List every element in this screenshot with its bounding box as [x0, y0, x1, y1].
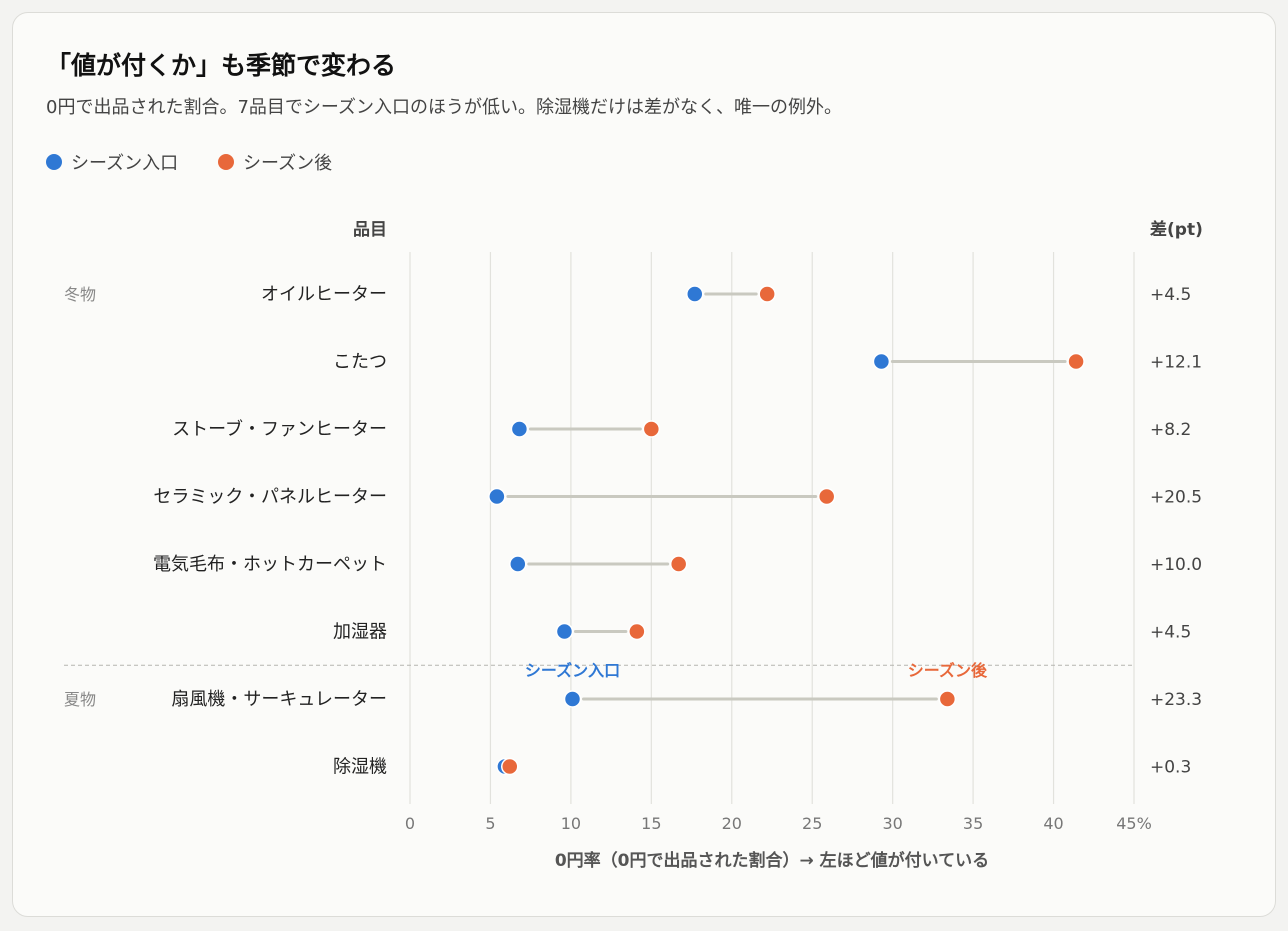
x-tick-label: 5 [485, 814, 495, 833]
chart-title: 「値が付くか」も季節で変わる [46, 51, 397, 80]
after-point [938, 690, 957, 708]
x-tick-label: 25 [802, 814, 822, 833]
item-column-header: 品目 [353, 220, 387, 240]
data-row [488, 487, 836, 506]
entry-point [488, 487, 506, 506]
after-point [758, 285, 776, 303]
diff-value: +10.0 [1150, 555, 1202, 575]
after-point [669, 555, 688, 573]
x-tick-label: 35 [963, 814, 983, 833]
legend-entry-marker [46, 154, 62, 170]
entry-point [563, 690, 582, 708]
after-point [1067, 352, 1085, 371]
x-tick-label: 45% [1116, 814, 1152, 833]
data-row [509, 555, 688, 573]
annotation-entry: シーズン入口 [525, 661, 620, 680]
data-row [686, 285, 776, 303]
legend-entry-label: シーズン入口 [71, 153, 179, 174]
gridlines [409, 252, 1135, 804]
group-label: 夏物 [64, 690, 96, 709]
data-row [510, 420, 661, 438]
group-label: 冬物 [64, 285, 96, 304]
data-row [872, 352, 1085, 371]
row-label: 加湿器 [333, 622, 387, 643]
row-label: 除湿機 [333, 757, 387, 778]
row-label: オイルヒーター [261, 284, 387, 305]
after-point [501, 757, 519, 776]
entry-point [872, 352, 891, 371]
diff-value: +23.3 [1150, 690, 1202, 710]
entry-point [509, 555, 527, 573]
x-tick-label: 15 [641, 814, 661, 833]
diff-value: +20.5 [1150, 488, 1202, 508]
diff-value: +8.2 [1150, 420, 1191, 440]
data-row [496, 757, 519, 776]
x-tick-label: 40 [1043, 814, 1063, 833]
annotation-after: シーズン後 [908, 661, 988, 680]
legend-after-marker [218, 154, 234, 170]
data-row [563, 690, 957, 708]
after-point [642, 420, 661, 438]
entry-point [510, 420, 529, 438]
chart-subtitle: 0円で出品された割合。7品目でシーズン入口のほうが低い。除湿機だけは差がなく、唯… [46, 97, 842, 118]
diff-value: +4.5 [1150, 285, 1191, 305]
entry-point [555, 622, 574, 641]
data-row [555, 622, 646, 641]
diff-value: +12.1 [1150, 353, 1202, 373]
x-axis-title: 0円率（0円で出品された割合）→ 左ほど値が付いている [555, 850, 989, 871]
x-tick-label: 30 [882, 814, 902, 833]
after-point [628, 622, 646, 641]
x-tick-label: 10 [561, 814, 581, 833]
row-label: 電気毛布・ホットカーペット [153, 554, 387, 575]
x-tick-label: 20 [722, 814, 742, 833]
diff-column-header: 差(pt) [1150, 219, 1203, 240]
row-label: ストーブ・ファンヒーター [172, 418, 387, 440]
x-tick-label: 0 [405, 814, 415, 833]
row-label: こたつ [333, 352, 387, 373]
after-point [817, 487, 836, 506]
legend-after-label: シーズン後 [243, 153, 333, 174]
row-label: セラミック・パネルヒーター [153, 487, 387, 508]
entry-point [686, 285, 704, 303]
row-label: 扇風機・サーキュレーター [171, 689, 387, 710]
diff-value: +0.3 [1150, 758, 1191, 778]
diff-value: +4.5 [1150, 623, 1191, 643]
